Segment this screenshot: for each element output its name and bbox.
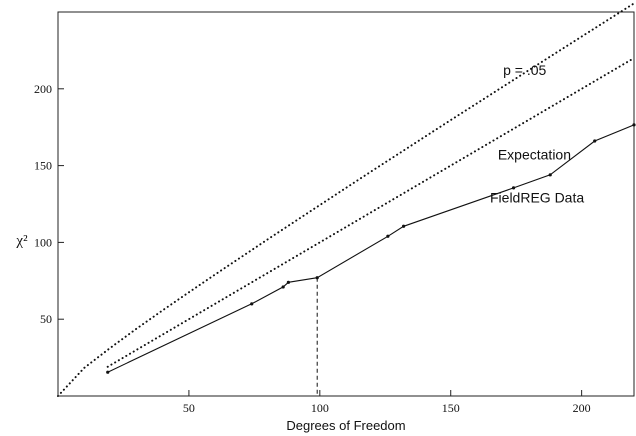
plot-frame (57, 11, 635, 397)
annotation-p-05: p = .05 (503, 62, 546, 78)
annotation-fieldreg-data: FieldREG Data (490, 189, 584, 205)
data-point (593, 139, 597, 143)
series-layer (57, 2, 636, 397)
data-point (250, 302, 254, 306)
data-point (106, 370, 110, 374)
data-point (281, 285, 285, 289)
data-point (548, 173, 552, 177)
y-axis-ticks: 50 100 150 200 (34, 82, 64, 326)
y-tick-label: 150 (34, 159, 52, 173)
annotation-layer: p = .05 Expectation FieldREG Data (490, 62, 584, 205)
data-point (402, 224, 406, 228)
data-point (286, 280, 290, 284)
data-point (511, 186, 516, 190)
x-tick-label: 150 (442, 401, 460, 415)
x-axis-ticks: 50 100 150 200 (183, 390, 591, 415)
y-tick-label: 100 (34, 235, 52, 249)
p-05-line (57, 2, 635, 397)
y-tick-label: 200 (34, 82, 52, 96)
data-point (632, 123, 636, 127)
expectation-line (106, 57, 635, 368)
x-tick-label: 100 (311, 401, 329, 415)
y-axis-label: χ² (15, 233, 28, 249)
y-tick-label: 50 (40, 312, 52, 326)
x-axis-label: Degrees of Freedom (286, 418, 405, 433)
x-tick-label: 200 (573, 401, 591, 415)
annotation-expectation: Expectation (498, 146, 571, 162)
x-tick-label: 50 (183, 401, 195, 415)
data-point (386, 234, 390, 238)
